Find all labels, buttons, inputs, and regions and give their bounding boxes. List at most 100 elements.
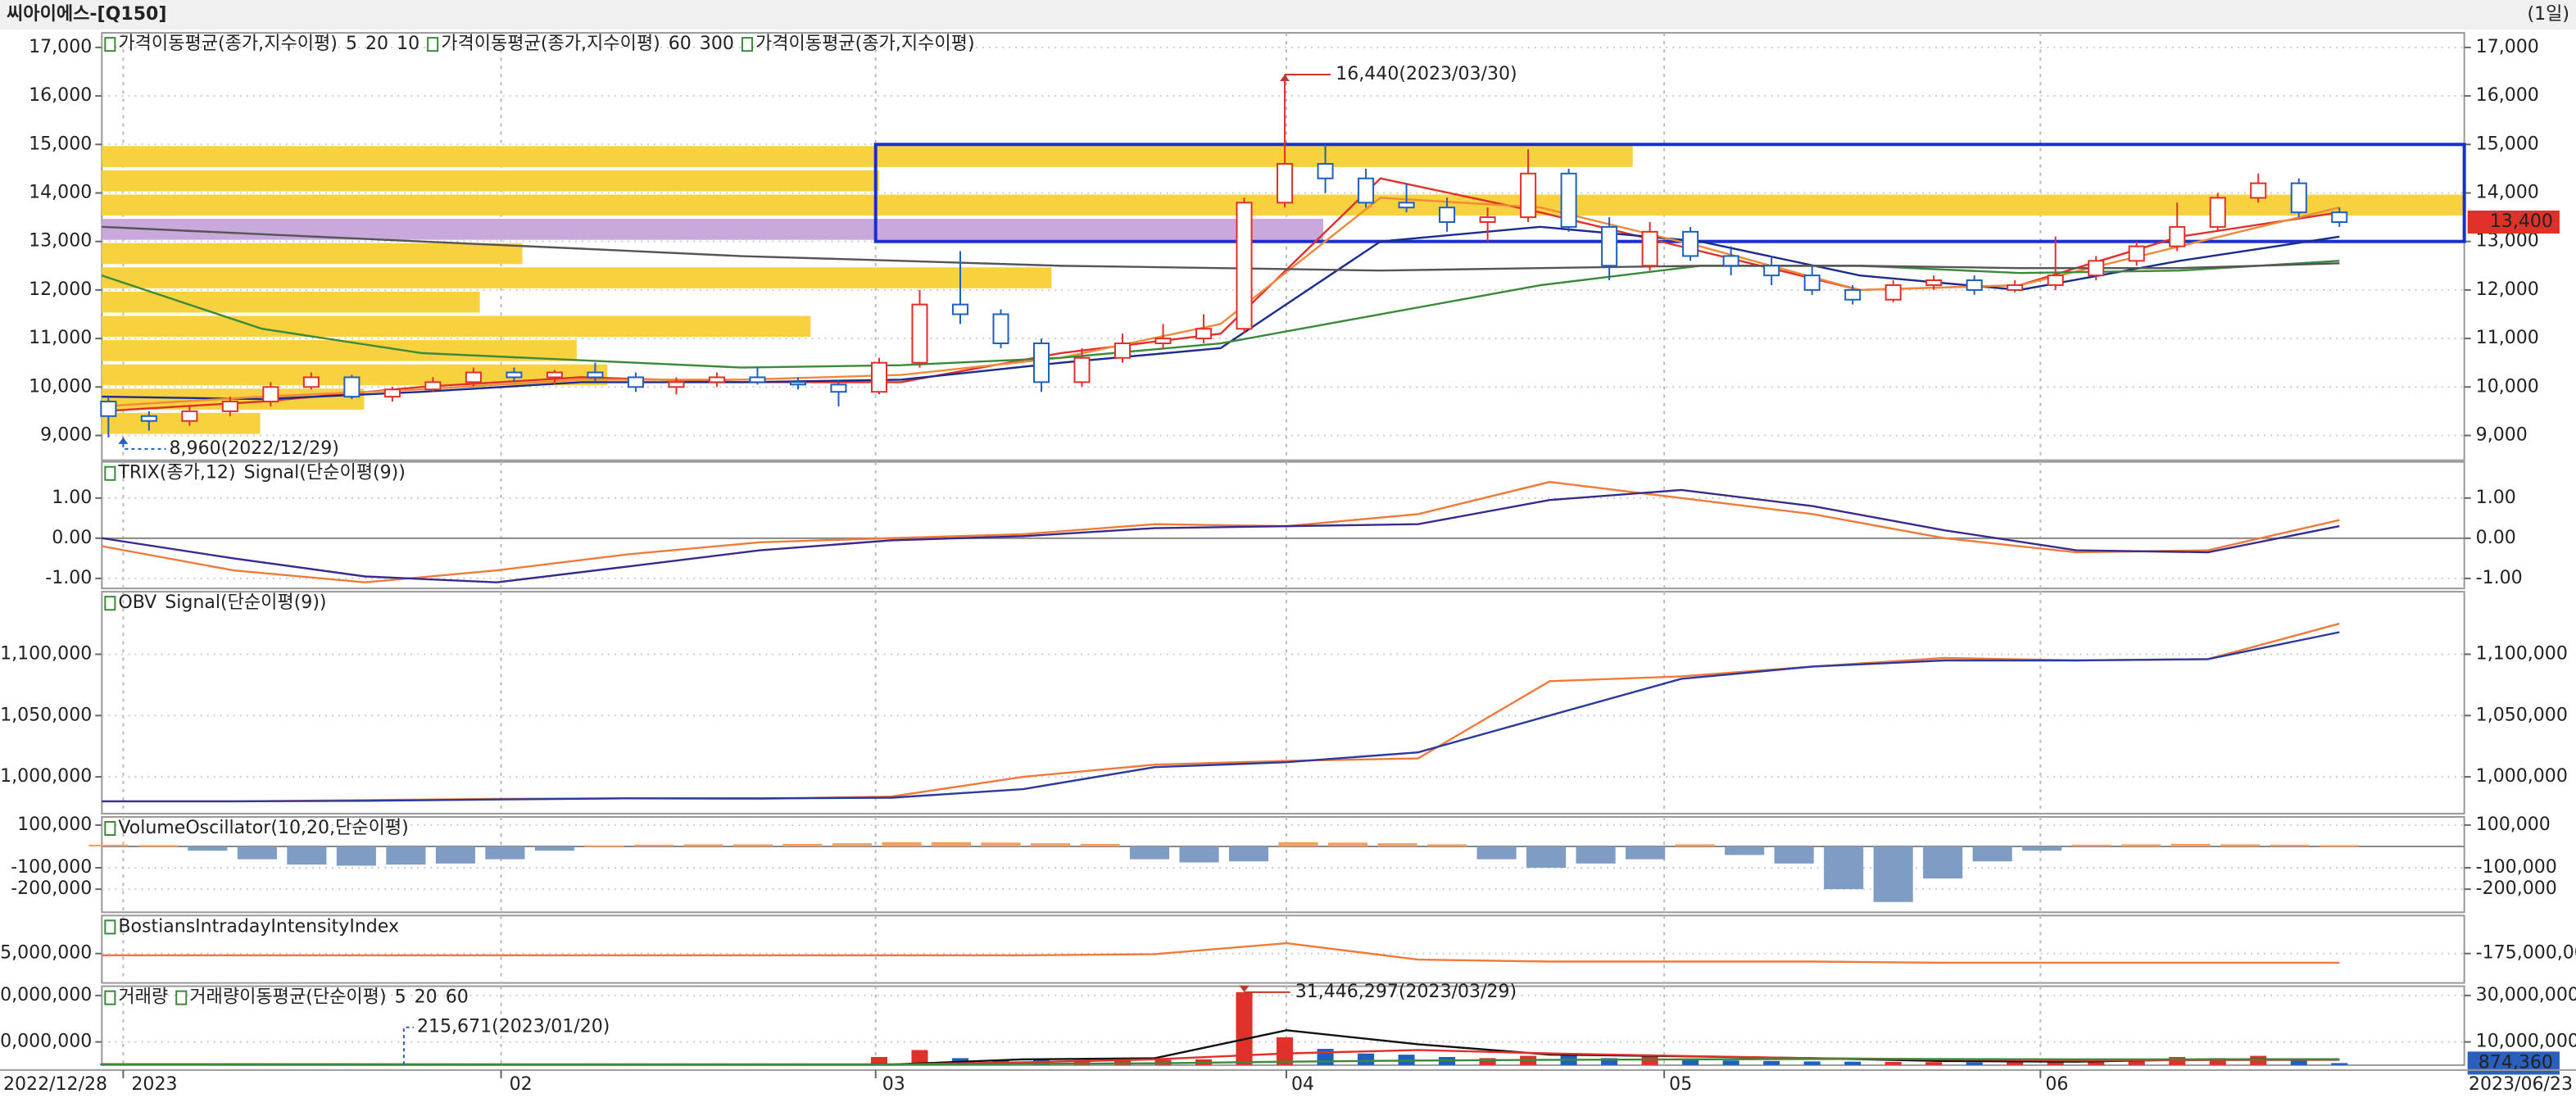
legend-label: 거래량이동평균(단순이평): [189, 987, 386, 1008]
panel-frame: [101, 815, 2465, 914]
oscillator-bar: [882, 842, 922, 846]
candle-body: [1966, 279, 1983, 291]
volume-bar: [870, 1056, 888, 1065]
legend-label: Signal(단순이평(9)): [244, 463, 406, 483]
candle-body: [424, 381, 442, 391]
candle-body: [2128, 245, 2145, 262]
candle-body: [100, 401, 117, 417]
panel-frame: [101, 591, 2465, 814]
time-axis-label: 03: [882, 1074, 905, 1095]
oscillator-bar: [2022, 846, 2062, 851]
oscillator-bar: [485, 846, 525, 860]
candle-body: [1073, 356, 1091, 383]
low-note-arrow: [118, 437, 129, 444]
high-note-arrow: [1280, 75, 1290, 82]
y-tick-label: 15,000: [29, 134, 92, 154]
volume-bar: [1722, 1060, 1739, 1065]
candle-body: [627, 376, 644, 388]
y-tick-label-right: 1,000,000: [2476, 766, 2568, 787]
volume-bar: [1844, 1061, 1862, 1065]
volume-bar: [2209, 1058, 2226, 1065]
volume-bar: [1641, 1056, 1658, 1065]
candle-body: [465, 371, 482, 383]
time-axis-label: 2023: [131, 1074, 177, 1095]
oscillator-bar: [1179, 846, 1219, 863]
legend-icon: [427, 37, 439, 52]
oscillator-bar: [1675, 844, 1715, 846]
volume-bar: [911, 1050, 928, 1065]
volume-bar: [2331, 1063, 2348, 1065]
legend-label: TRIX(종가,12): [117, 463, 235, 483]
legend-icon: [104, 596, 116, 611]
candle-body: [2007, 284, 2024, 291]
candle-body: [343, 376, 361, 398]
panel-frame: [101, 914, 2465, 984]
volume-profile-bar: [102, 170, 879, 192]
y-tick-label: -1.00: [45, 568, 92, 588]
volume-bar: [1277, 1037, 1294, 1065]
y-tick-label-right: 1.00: [2476, 488, 2516, 508]
candle-body: [789, 381, 806, 386]
candle-body: [1682, 230, 1699, 257]
volume-profile-bar: [102, 146, 1633, 167]
volume-bar: [2088, 1060, 2105, 1065]
y-tick-label: 30,000,000: [0, 985, 92, 1005]
candle-body: [870, 361, 888, 393]
oscillator-bar: [1228, 846, 1269, 862]
y-tick-label-right: 13,000: [2476, 231, 2539, 252]
legend-label: BostiansIntradayIntensityIndex: [118, 916, 399, 937]
volume-bar: [2290, 1060, 2307, 1065]
y-tick-label: 1,000,000: [0, 766, 92, 787]
oscillator-bar: [237, 846, 277, 860]
header-title: 씨아이에스-[Q150]: [7, 4, 166, 25]
last-value-box: [2467, 210, 2560, 234]
y-tick-label: 12,000: [29, 279, 92, 300]
y-tick-label: 0.00: [52, 528, 92, 548]
candle-body: [2250, 182, 2267, 199]
oscillator-bar: [435, 846, 475, 864]
oscillator-bar: [782, 843, 823, 846]
candle-body: [668, 381, 685, 388]
y-tick-label: 11,000: [29, 328, 92, 348]
oscillator-bar: [981, 842, 1021, 846]
legend-label: 20: [365, 34, 388, 54]
candle-body: [830, 383, 847, 393]
oscillator-bar: [1377, 843, 1417, 846]
time-axis-label: 04: [1291, 1074, 1314, 1095]
y-tick-label: 9,000: [40, 424, 92, 445]
oscillator-bar: [1576, 846, 1616, 864]
y-tick-label-right: 11,000: [2476, 328, 2539, 348]
oscillator-bar: [88, 844, 129, 846]
y-tick-label: -100,000: [11, 857, 92, 878]
oscillator-bar: [1824, 846, 1864, 890]
y-tick-label: 1,050,000: [0, 705, 92, 725]
high-note-arrow: [1239, 985, 1249, 992]
volume-ma-line: [102, 1058, 2340, 1066]
y-tick-label-right: 10,000: [2476, 376, 2539, 397]
volume-bar: [1682, 1059, 1699, 1065]
oscillator-bar: [2270, 844, 2310, 846]
price-box: [873, 143, 2466, 243]
candle-body: [1317, 162, 1334, 179]
candle-body: [1722, 255, 1739, 267]
candle-body: [2331, 211, 2348, 224]
moving-average-line: [101, 260, 2340, 369]
candle-body: [951, 303, 969, 315]
candle-body: [1439, 206, 1456, 224]
header-bar: [0, 0, 2576, 30]
candle-body: [1803, 274, 1821, 291]
candle-body: [1560, 172, 1577, 228]
oscillator-bar: [1774, 846, 1814, 864]
oscillator-bar: [584, 845, 624, 847]
oscillator-bar: [1328, 842, 1368, 846]
candle-body: [1925, 279, 1943, 286]
legend-label: 5: [346, 34, 357, 54]
oscillator-bar: [1030, 843, 1071, 846]
candle-body: [1398, 202, 1415, 209]
indicator-line: [102, 631, 2340, 803]
legend-label: 20: [415, 987, 438, 1008]
legend-label: 300: [700, 34, 734, 54]
legend-icon: [104, 37, 116, 52]
volume-bar: [1803, 1061, 1821, 1065]
